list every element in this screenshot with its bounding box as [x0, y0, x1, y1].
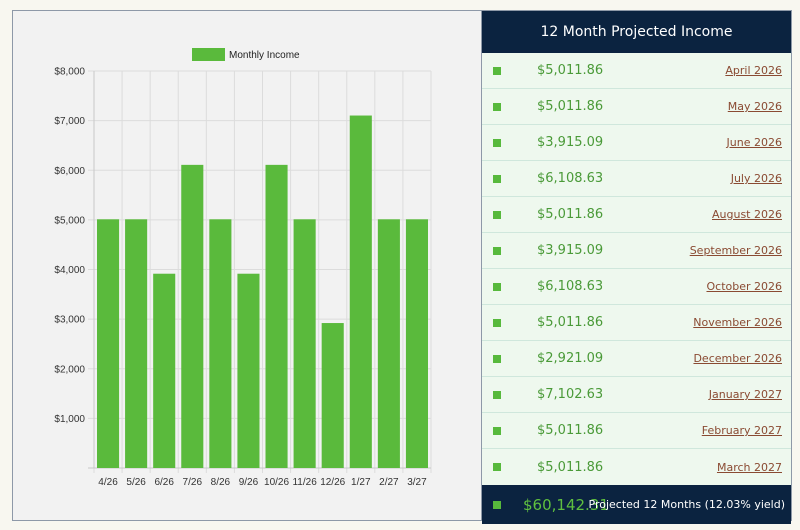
income-widget: $1,000 $2,000 $3,000 $4,000 $5,000 $6,000 $7,0… [12, 10, 792, 524]
bar [97, 219, 120, 468]
row-amount: $5,011.86 [537, 315, 604, 330]
bar [125, 219, 148, 468]
list-item: $3,915.09 June 2026 [482, 125, 791, 161]
list-item: $2,921.09 December 2026 [482, 341, 791, 377]
x-tick-label: 5/26 [126, 477, 146, 488]
x-tick-label: 8/26 [211, 477, 231, 488]
marker-icon [493, 354, 501, 363]
x-tick-label: 11/26 [292, 477, 317, 488]
marker-icon [493, 210, 501, 219]
row-amount: $5,011.86 [537, 459, 604, 475]
marker-icon [493, 66, 501, 75]
projection-list: $5,011.86 April 2026 $5,011.86 May 2026 $3,9… [482, 53, 791, 485]
month-link[interactable]: February 2027 [701, 424, 782, 437]
marker-icon [493, 138, 501, 147]
row-amount: $6,108.63 [537, 171, 604, 186]
total-amount: $60,142.31 [523, 495, 609, 514]
bar [349, 115, 372, 468]
list-item: $5,011.86 November 2026 [482, 305, 791, 341]
y-tick-label: $1,000 [54, 414, 85, 425]
month-link[interactable]: May 2026 [727, 100, 782, 113]
bar [209, 219, 232, 468]
marker-icon [493, 318, 501, 327]
y-tick-label: $6,000 [54, 166, 85, 177]
y-tick-label: $2,000 [54, 364, 85, 375]
x-tick-label: 1/27 [351, 477, 371, 488]
y-tick-label: $5,000 [54, 215, 85, 226]
row-amount: $5,011.86 [537, 63, 604, 78]
y-tick-label: $4,000 [54, 265, 85, 276]
list-item: $6,108.63 October 2026 [482, 269, 791, 305]
month-link[interactable]: August 2026 [712, 208, 782, 221]
marker-icon [493, 174, 501, 183]
marker-icon [493, 246, 501, 255]
month-link[interactable]: September 2026 [689, 244, 782, 257]
x-tick-label: 6/26 [154, 477, 174, 488]
row-amount: $3,915.09 [537, 135, 604, 150]
row-amount: $5,011.86 [537, 423, 604, 438]
list-item: $6,108.63 July 2026 [482, 161, 791, 197]
row-amount: $3,915.09 [537, 243, 604, 258]
row-amount: $6,108.63 [537, 279, 604, 294]
marker-icon [493, 390, 501, 399]
bar [377, 219, 400, 468]
row-amount: $5,011.86 [537, 99, 604, 114]
projection-panel: 12 Month Projected Income $5,011.86 April… [481, 11, 791, 524]
x-tick-label: 2/27 [379, 477, 399, 488]
marker-icon [493, 102, 501, 111]
list-item: $5,011.86 May 2026 [482, 89, 791, 125]
total-marker-icon [493, 500, 501, 509]
marker-icon [493, 463, 501, 471]
month-link[interactable]: April 2026 [725, 64, 782, 77]
month-link[interactable]: July 2026 [730, 172, 782, 185]
month-link[interactable]: November 2026 [693, 316, 782, 329]
chart-panel: $1,000 $2,000 $3,000 $4,000 $5,000 $6,000 $7,0… [13, 11, 481, 520]
legend-swatch [192, 48, 225, 61]
x-tick-label: 7/26 [183, 477, 203, 488]
row-amount: $7,102.63 [537, 387, 604, 402]
income-bar-chart: $1,000 $2,000 $3,000 $4,000 $5,000 $6,000 $7,0… [54, 48, 432, 488]
total-label: Projected 12 Months (12.03% yield) [588, 498, 785, 511]
x-tick-label: 3/27 [407, 477, 427, 488]
bar [321, 323, 344, 468]
marker-icon [493, 282, 501, 291]
row-amount: $5,011.86 [537, 207, 604, 222]
list-item: $7,102.63 January 2027 [482, 377, 791, 413]
list-item: $5,011.86 March 2027 [482, 449, 791, 485]
list-item: $5,011.86 February 2027 [482, 413, 791, 449]
bar [153, 273, 176, 468]
bar [293, 219, 316, 468]
month-link[interactable]: December 2026 [693, 352, 782, 365]
list-item: $5,011.86 April 2026 [482, 53, 791, 89]
y-tick-label: $3,000 [54, 315, 85, 326]
bar [405, 219, 428, 468]
bar [237, 273, 260, 468]
month-link[interactable]: June 2026 [726, 136, 782, 149]
x-tick-label: 9/26 [239, 477, 259, 488]
x-tick-label: 4/26 [98, 477, 118, 488]
y-tick-label: $7,000 [54, 116, 85, 127]
list-item: $5,011.86 August 2026 [482, 197, 791, 233]
x-tick-label: 10/26 [264, 477, 289, 488]
list-item: $3,915.09 September 2026 [482, 233, 791, 269]
month-link[interactable]: October 2026 [706, 280, 782, 293]
month-link[interactable]: January 2027 [708, 388, 782, 401]
total-row: $60,142.31 Projected 12 Months (12.03% y… [482, 485, 791, 524]
bar [181, 164, 204, 468]
panel-title: 12 Month Projected Income [482, 11, 791, 53]
month-link[interactable]: March 2027 [716, 460, 782, 474]
marker-icon [493, 426, 501, 435]
bar [265, 164, 288, 468]
x-tick-label: 12/26 [320, 477, 345, 488]
legend-label: Monthly Income [229, 50, 300, 61]
row-amount: $2,921.09 [537, 351, 604, 366]
y-tick-label: $8,000 [54, 67, 85, 78]
